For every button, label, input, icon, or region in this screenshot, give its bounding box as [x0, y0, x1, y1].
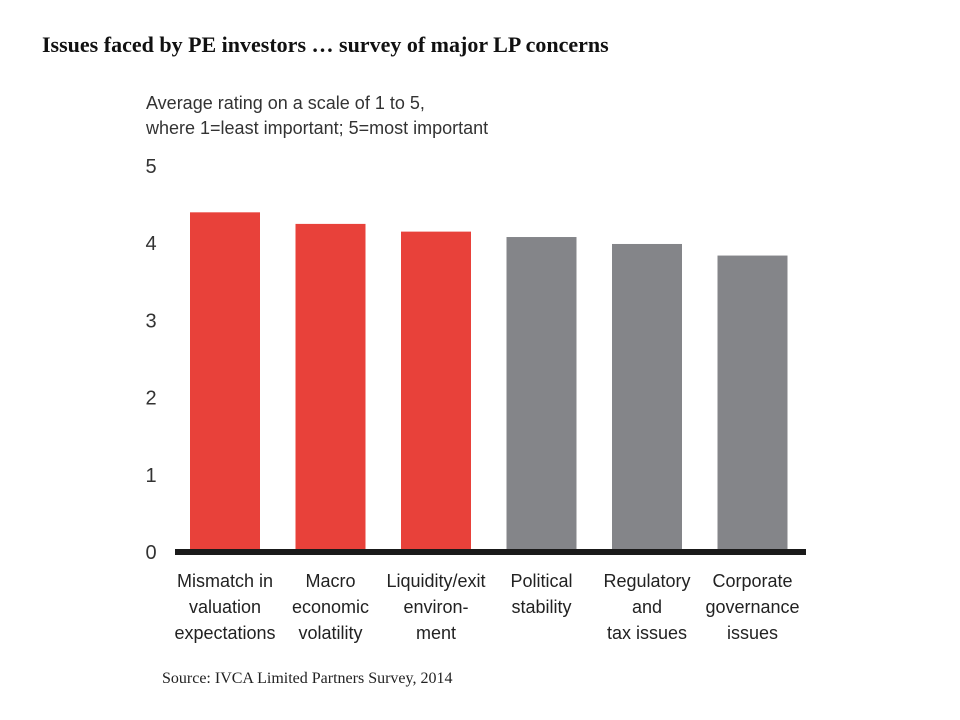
- x-axis-baseline: [175, 549, 806, 555]
- bar: [506, 237, 577, 553]
- bar: [401, 231, 471, 552]
- y-tick-label: 5: [145, 156, 156, 178]
- y-tick-label: 4: [145, 233, 156, 255]
- y-tick-label: 2: [145, 388, 156, 410]
- category-label: Macro economic volatility: [292, 571, 369, 643]
- bar: [190, 212, 260, 552]
- category-label: Political stability: [510, 571, 572, 617]
- category-label: Liquidity/exit environ-ment: [386, 571, 485, 643]
- chart-subtitle-line: Average rating on a scale of 1 to 5,: [146, 93, 425, 113]
- source-note: Source: IVCA Limited Partners Survey, 20…: [162, 670, 453, 687]
- y-tick-label: 3: [145, 310, 156, 332]
- category-label: Regulatory and tax issues: [603, 571, 690, 643]
- slide-title: Issues faced by PE investors … survey of…: [42, 32, 609, 57]
- bar: [295, 223, 366, 552]
- category-label: Corporate governance issues: [705, 571, 799, 643]
- y-tick-label: 0: [145, 542, 156, 564]
- y-tick-label: 1: [145, 465, 156, 487]
- bar: [612, 243, 682, 553]
- bar: [717, 255, 788, 552]
- chart-subtitle-line: where 1=least important; 5=most importan…: [145, 118, 488, 138]
- category-label: Mismatch in valuation expectations: [174, 571, 275, 643]
